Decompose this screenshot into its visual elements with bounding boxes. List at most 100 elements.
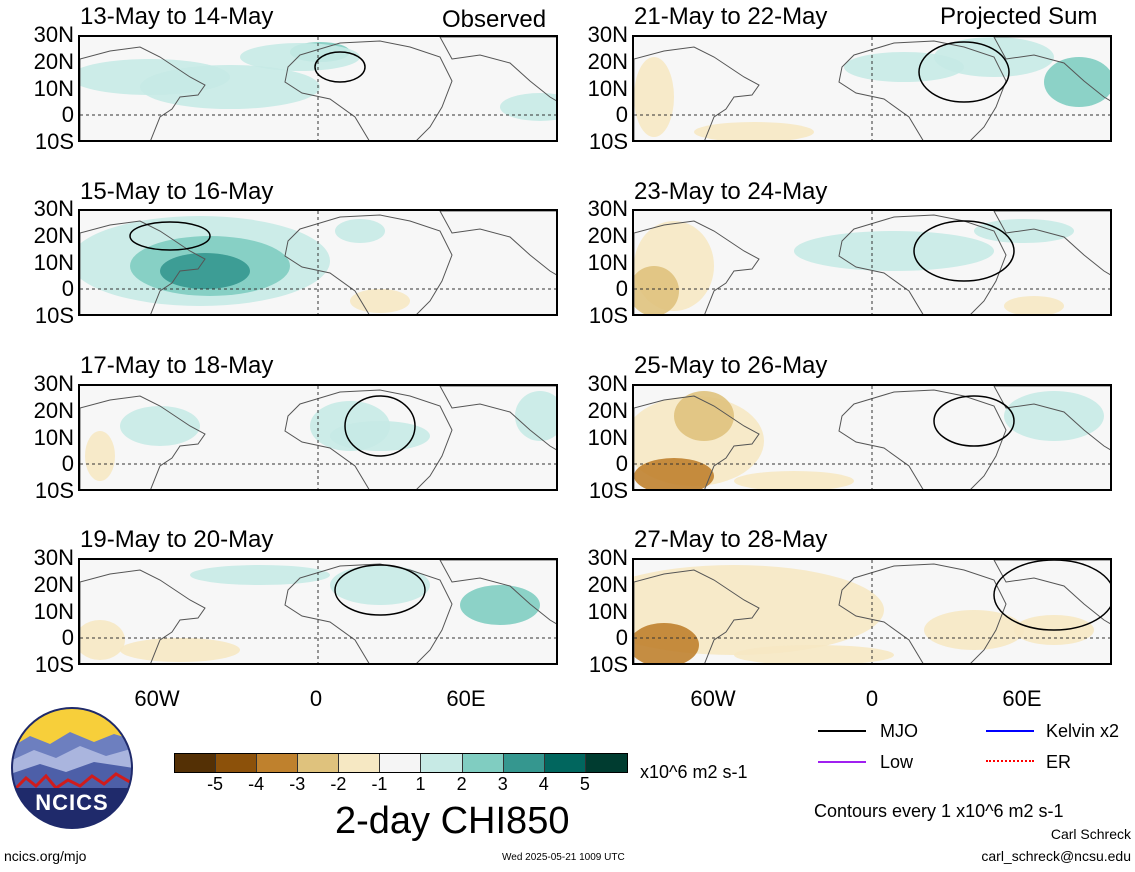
lat-label: 10N bbox=[587, 249, 628, 275]
anomaly-region bbox=[515, 391, 556, 441]
lat-label: 10S bbox=[588, 478, 628, 503]
colorbar-swatch bbox=[544, 754, 586, 772]
coastline bbox=[838, 563, 1007, 663]
anomaly-map bbox=[634, 37, 1110, 140]
lat-label: 30N bbox=[33, 22, 74, 47]
lat-label: 30N bbox=[587, 196, 628, 221]
lat-label: 10N bbox=[33, 598, 74, 624]
colorbar-swatch bbox=[298, 754, 340, 772]
anomaly-region bbox=[674, 391, 734, 441]
projected-header: Projected Sum bbox=[940, 3, 1098, 30]
contour-note: Contours every 1 x10^6 m2 s-1 bbox=[814, 801, 1064, 821]
anomaly-map bbox=[634, 560, 1110, 663]
anomaly-region bbox=[924, 610, 1024, 650]
lat-label: 0 bbox=[615, 625, 628, 651]
lat-label: 20N bbox=[587, 397, 628, 423]
lat-label: 20N bbox=[587, 222, 628, 248]
coastline bbox=[439, 386, 556, 451]
anomaly-map bbox=[634, 386, 1110, 489]
author: Carl Schreck bbox=[1050, 826, 1131, 842]
coastline bbox=[439, 211, 556, 276]
map-panel bbox=[78, 209, 558, 316]
colorbar-swatch bbox=[339, 754, 381, 772]
colorbar-label: 4 bbox=[538, 774, 549, 794]
mjo-legend-line bbox=[818, 730, 866, 732]
colorbar-label: 2 bbox=[456, 774, 467, 794]
timestamp: Wed 2025-05-21 1009 UTC bbox=[502, 852, 625, 863]
lat-label: 20N bbox=[587, 48, 628, 74]
anomaly-region bbox=[1004, 391, 1104, 441]
anomaly-region bbox=[1044, 57, 1110, 107]
coastline bbox=[284, 214, 453, 314]
mjo-contour bbox=[334, 564, 426, 616]
colorbar-swatch bbox=[462, 754, 504, 772]
coastline bbox=[80, 46, 206, 140]
anomaly-region bbox=[634, 266, 679, 314]
map-panel bbox=[632, 209, 1112, 316]
lat-label: 10N bbox=[33, 75, 74, 101]
colorbar-label: -4 bbox=[248, 774, 265, 794]
coastline bbox=[993, 211, 1110, 276]
lat-label: 20N bbox=[33, 397, 74, 423]
panel-title: 15-May to 16-May bbox=[80, 178, 274, 205]
panel-title: 19-May to 20-May bbox=[80, 526, 274, 553]
lon-label: 60E bbox=[446, 686, 486, 711]
observed-header: Observed bbox=[442, 6, 547, 33]
lat-label: 0 bbox=[615, 276, 628, 302]
anomaly-region bbox=[85, 431, 115, 481]
anomaly-region bbox=[190, 565, 330, 585]
colorbar-label: -1 bbox=[371, 774, 388, 794]
lat-label: 0 bbox=[61, 102, 74, 128]
anomaly-region bbox=[974, 219, 1074, 243]
lat-label: 30N bbox=[587, 22, 628, 47]
mjo-contour bbox=[918, 41, 1010, 103]
colorbar-label: 1 bbox=[415, 774, 426, 794]
mjo-contour bbox=[913, 220, 1015, 282]
lat-label: 30N bbox=[587, 545, 628, 570]
mjo-contour bbox=[129, 221, 211, 251]
logo-text: NCICS bbox=[35, 790, 109, 815]
email: carl_schreck@ncsu.edu bbox=[981, 848, 1131, 864]
lat-label: 10S bbox=[588, 129, 628, 154]
lat-label: 20N bbox=[33, 571, 74, 597]
coastline bbox=[838, 389, 1007, 489]
coastline bbox=[993, 386, 1110, 451]
lon-label: 0 bbox=[865, 686, 879, 711]
mjo-contour bbox=[344, 395, 416, 457]
coastline bbox=[80, 569, 206, 663]
source-url: ncics.org/mjo bbox=[4, 848, 87, 864]
anomaly-region bbox=[694, 122, 814, 140]
anomaly-region bbox=[500, 93, 556, 121]
lon-label: 0 bbox=[309, 686, 323, 711]
lon-label: 60W bbox=[134, 686, 180, 711]
coastline bbox=[634, 395, 760, 489]
colorbar-swatch bbox=[380, 754, 422, 772]
lat-label: 0 bbox=[61, 451, 74, 477]
coastline bbox=[634, 46, 760, 140]
anomaly-map bbox=[80, 386, 556, 489]
lat-label: 10S bbox=[34, 129, 74, 154]
anomaly-region bbox=[634, 623, 699, 663]
lat-label: 10S bbox=[34, 303, 74, 328]
anomaly-region bbox=[330, 565, 430, 605]
lon-label: 60W bbox=[690, 686, 736, 711]
anomaly-region bbox=[844, 52, 964, 82]
colorbar-swatch bbox=[585, 754, 627, 772]
coastline bbox=[993, 560, 1110, 625]
anomaly-region bbox=[120, 406, 200, 446]
panel-title: 23-May to 24-May bbox=[634, 178, 828, 205]
colorbar-swatch bbox=[175, 754, 217, 772]
anomaly-region bbox=[634, 458, 714, 489]
anomaly-region bbox=[794, 231, 994, 271]
panel-title: 17-May to 18-May bbox=[80, 352, 274, 379]
colorbar-label: -5 bbox=[207, 774, 224, 794]
lat-label: 0 bbox=[61, 625, 74, 651]
coastline bbox=[80, 220, 206, 314]
map-panel bbox=[632, 35, 1112, 142]
coastline bbox=[439, 37, 556, 102]
anomaly-region bbox=[160, 253, 250, 289]
colorbar-label: 5 bbox=[579, 774, 590, 794]
anomaly-region bbox=[140, 65, 320, 109]
map-panel bbox=[78, 558, 558, 665]
lat-label: 30N bbox=[33, 371, 74, 396]
